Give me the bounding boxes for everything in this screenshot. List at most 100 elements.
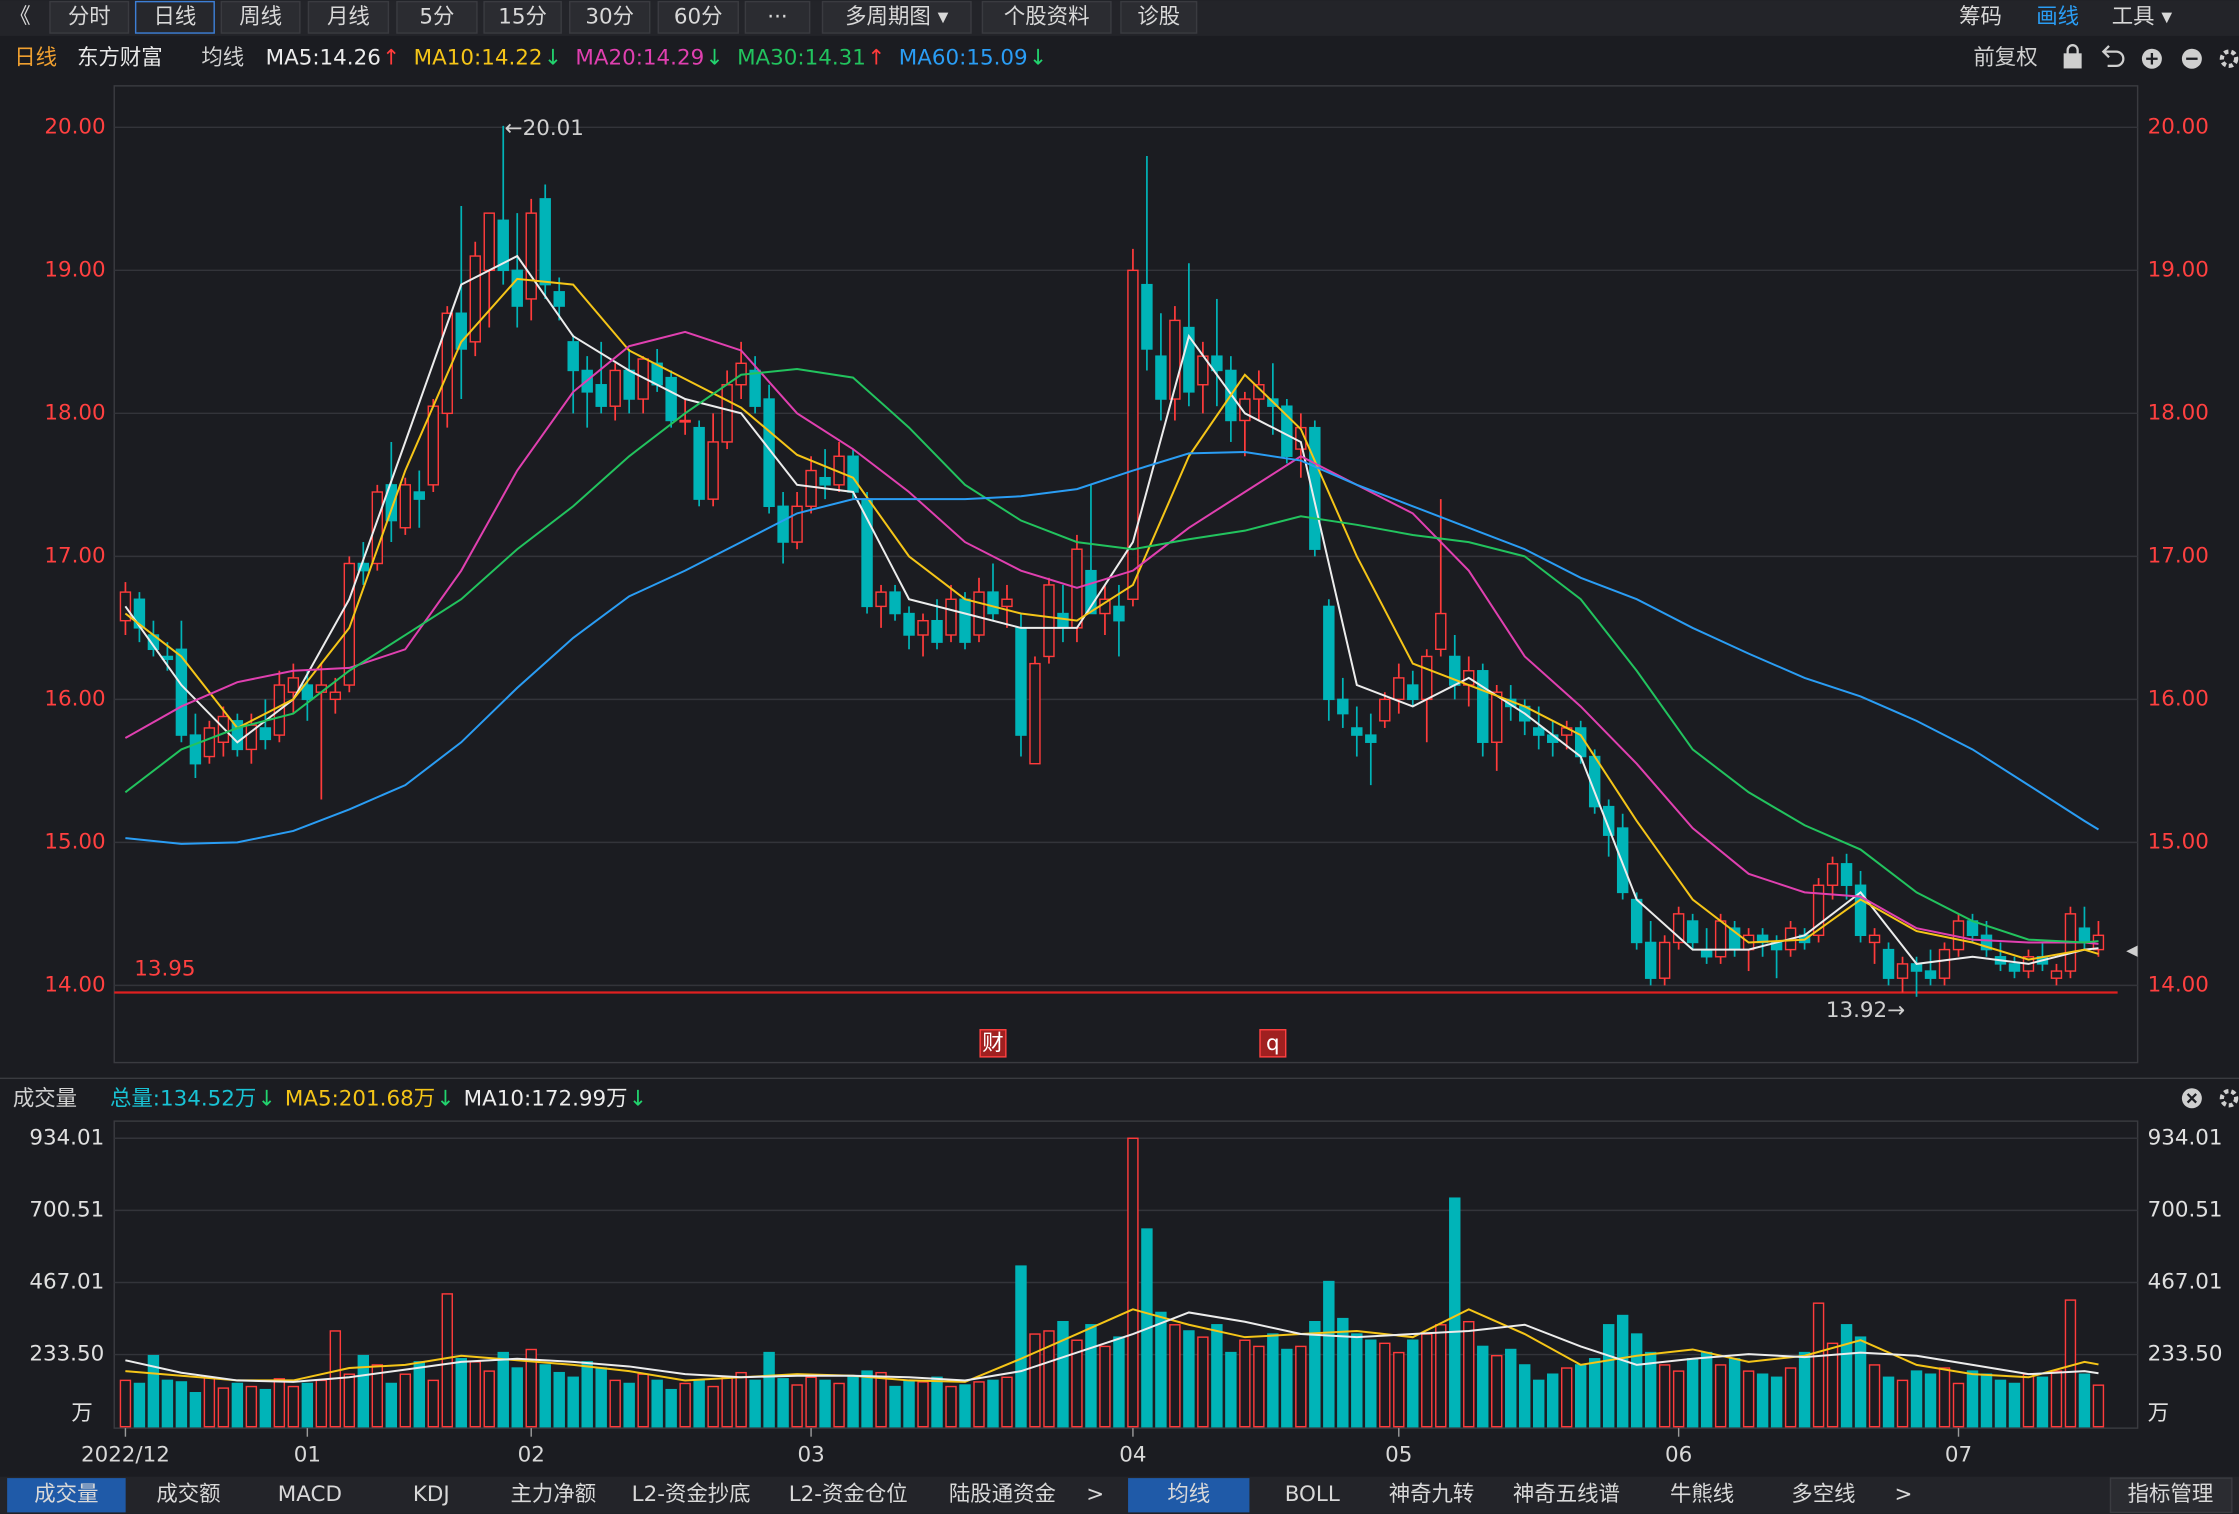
- ma-legend: MA10:14.22: [414, 46, 543, 71]
- overlay-tab[interactable]: 牛熊线: [1670, 1482, 1734, 1507]
- ma-trend: ↓: [544, 46, 562, 71]
- volume-bar: [133, 1382, 146, 1428]
- toolbar-button[interactable]: 诊股: [1137, 4, 1180, 29]
- volume-bar: [1924, 1373, 1937, 1428]
- toolbar-button-bg[interactable]: [483, 0, 562, 34]
- toolbar-button[interactable]: 30分: [585, 4, 634, 29]
- toolbar-button[interactable]: 个股资料: [1004, 4, 1090, 29]
- y-tick-label-right: 20.00: [2148, 114, 2209, 139]
- volume-bar: [847, 1376, 859, 1428]
- y-tick-label: 467.01: [29, 1269, 104, 1294]
- indicator-tab[interactable]: KDJ: [413, 1482, 450, 1507]
- overlay-tab[interactable]: 多空线: [1791, 1482, 1855, 1507]
- volume-bar: [1546, 1373, 1559, 1428]
- settings-icon[interactable]: [2219, 49, 2239, 69]
- indicator-tab[interactable]: 成交额: [156, 1482, 220, 1507]
- toolbar-button[interactable]: 月线: [327, 4, 370, 29]
- volume-bar: [1001, 1376, 1013, 1428]
- toolbar-button[interactable]: 5分: [419, 4, 454, 29]
- candle-body: [1001, 598, 1013, 608]
- candle-body: [1281, 405, 1293, 457]
- toolbar-button-bg[interactable]: [134, 0, 215, 34]
- toolbar-button-bg[interactable]: [657, 0, 739, 34]
- event-marker-bg[interactable]: [1259, 1029, 1287, 1058]
- volume-bar: [1015, 1265, 1027, 1428]
- volume-bar: [805, 1376, 817, 1428]
- toolbar-button-bg[interactable]: [307, 0, 390, 34]
- settings-icon[interactable]: [2219, 1088, 2239, 1108]
- toolbar-button[interactable]: 60分: [674, 4, 723, 29]
- tab-selected-bg[interactable]: [1128, 1478, 1250, 1513]
- toolbar-button-bg[interactable]: [49, 0, 130, 34]
- volume-bar: [609, 1379, 621, 1428]
- volume-bar: [1686, 1358, 1699, 1428]
- toolbar-button[interactable]: 日线: [154, 4, 197, 29]
- volume-frame: [113, 1120, 2139, 1429]
- toolbar-right-button[interactable]: 工具 ▾: [2112, 4, 2173, 29]
- indicator-tab[interactable]: >: [1086, 1482, 1104, 1507]
- indicator-tab[interactable]: L2-资金仓位: [789, 1482, 908, 1507]
- volume-bar: [1477, 1345, 1489, 1428]
- toolbar-button[interactable]: 《: [9, 4, 30, 29]
- y-tick-label-right: 934.01: [2148, 1125, 2223, 1150]
- indicator-tab[interactable]: L2-资金抄底: [632, 1482, 751, 1507]
- undo-icon[interactable]: [2101, 45, 2125, 68]
- volume-bar: [1896, 1379, 1909, 1428]
- indicator-tab[interactable]: 成交量: [34, 1482, 98, 1507]
- toolbar-button-bg[interactable]: [220, 0, 301, 34]
- volume-bar: [119, 1379, 132, 1428]
- event-marker[interactable]: q: [1266, 1031, 1280, 1056]
- volume-bar: [161, 1379, 174, 1428]
- adjust-label[interactable]: 前复权: [1973, 46, 2037, 71]
- event-marker-bg[interactable]: [979, 1029, 1007, 1058]
- overlay-tab[interactable]: 神奇九转: [1389, 1482, 1475, 1507]
- overlay-tab[interactable]: >: [1894, 1482, 1912, 1507]
- indicator-tab[interactable]: 主力净额: [511, 1482, 597, 1507]
- volume-bar: [1169, 1324, 1181, 1428]
- candle-body: [931, 619, 943, 643]
- tab-selected-bg[interactable]: [7, 1478, 126, 1513]
- toolbar-button[interactable]: 分时: [68, 4, 111, 29]
- volume-bar: [287, 1385, 300, 1428]
- candle-body: [1938, 948, 1951, 979]
- manage-button-bg[interactable]: [2109, 1477, 2233, 1514]
- event-marker[interactable]: 财: [982, 1031, 1003, 1056]
- indicator-tab[interactable]: 陆股通资金: [949, 1482, 1056, 1507]
- x-tick-label: 02: [518, 1442, 545, 1467]
- candle-body: [455, 312, 467, 350]
- candle-body: [1337, 698, 1349, 715]
- candle-body: [861, 498, 873, 608]
- toolbar-button-bg[interactable]: [744, 0, 811, 34]
- lock-shackle: [2066, 44, 2079, 55]
- volume-bar: [1658, 1364, 1671, 1428]
- toolbar-button[interactable]: 多周期图 ▾: [845, 4, 948, 29]
- toolbar-button-bg[interactable]: [821, 0, 972, 34]
- overlay-tab[interactable]: BOLL: [1285, 1482, 1340, 1507]
- toolbar-button[interactable]: ···: [767, 4, 787, 29]
- toolbar-button[interactable]: 15分: [498, 4, 547, 29]
- x-tick-label: 06: [1665, 1442, 1692, 1467]
- indicator-tab[interactable]: MACD: [278, 1482, 342, 1507]
- toolbar-right-button[interactable]: 筹码: [1959, 4, 2002, 29]
- lock-icon[interactable]: [2063, 53, 2082, 69]
- volume-bar: [693, 1379, 705, 1428]
- candle-body: [805, 469, 817, 508]
- candle-body: [693, 426, 705, 500]
- toolbar-right-button[interactable]: 画线: [2036, 4, 2079, 29]
- manage-button[interactable]: 指标管理: [2128, 1482, 2214, 1507]
- volume-bar: [1239, 1339, 1251, 1428]
- ma-line: [124, 330, 2099, 945]
- toolbar-button[interactable]: 周线: [239, 4, 282, 29]
- candle-body: [1169, 319, 1181, 400]
- overlay-tab[interactable]: 神奇五线谱: [1513, 1482, 1620, 1507]
- toolbar-button-bg[interactable]: [981, 0, 1112, 34]
- volume-bar: [469, 1361, 481, 1428]
- volume-bar: [147, 1354, 160, 1428]
- volume-bar: [931, 1376, 943, 1428]
- overlay-tab[interactable]: 均线: [1167, 1482, 1210, 1507]
- toolbar-button-bg[interactable]: [396, 0, 478, 34]
- volume-unit-right: 万: [2148, 1401, 2169, 1426]
- toolbar-button-bg[interactable]: [1120, 0, 1198, 34]
- toolbar-button-bg[interactable]: [569, 0, 651, 34]
